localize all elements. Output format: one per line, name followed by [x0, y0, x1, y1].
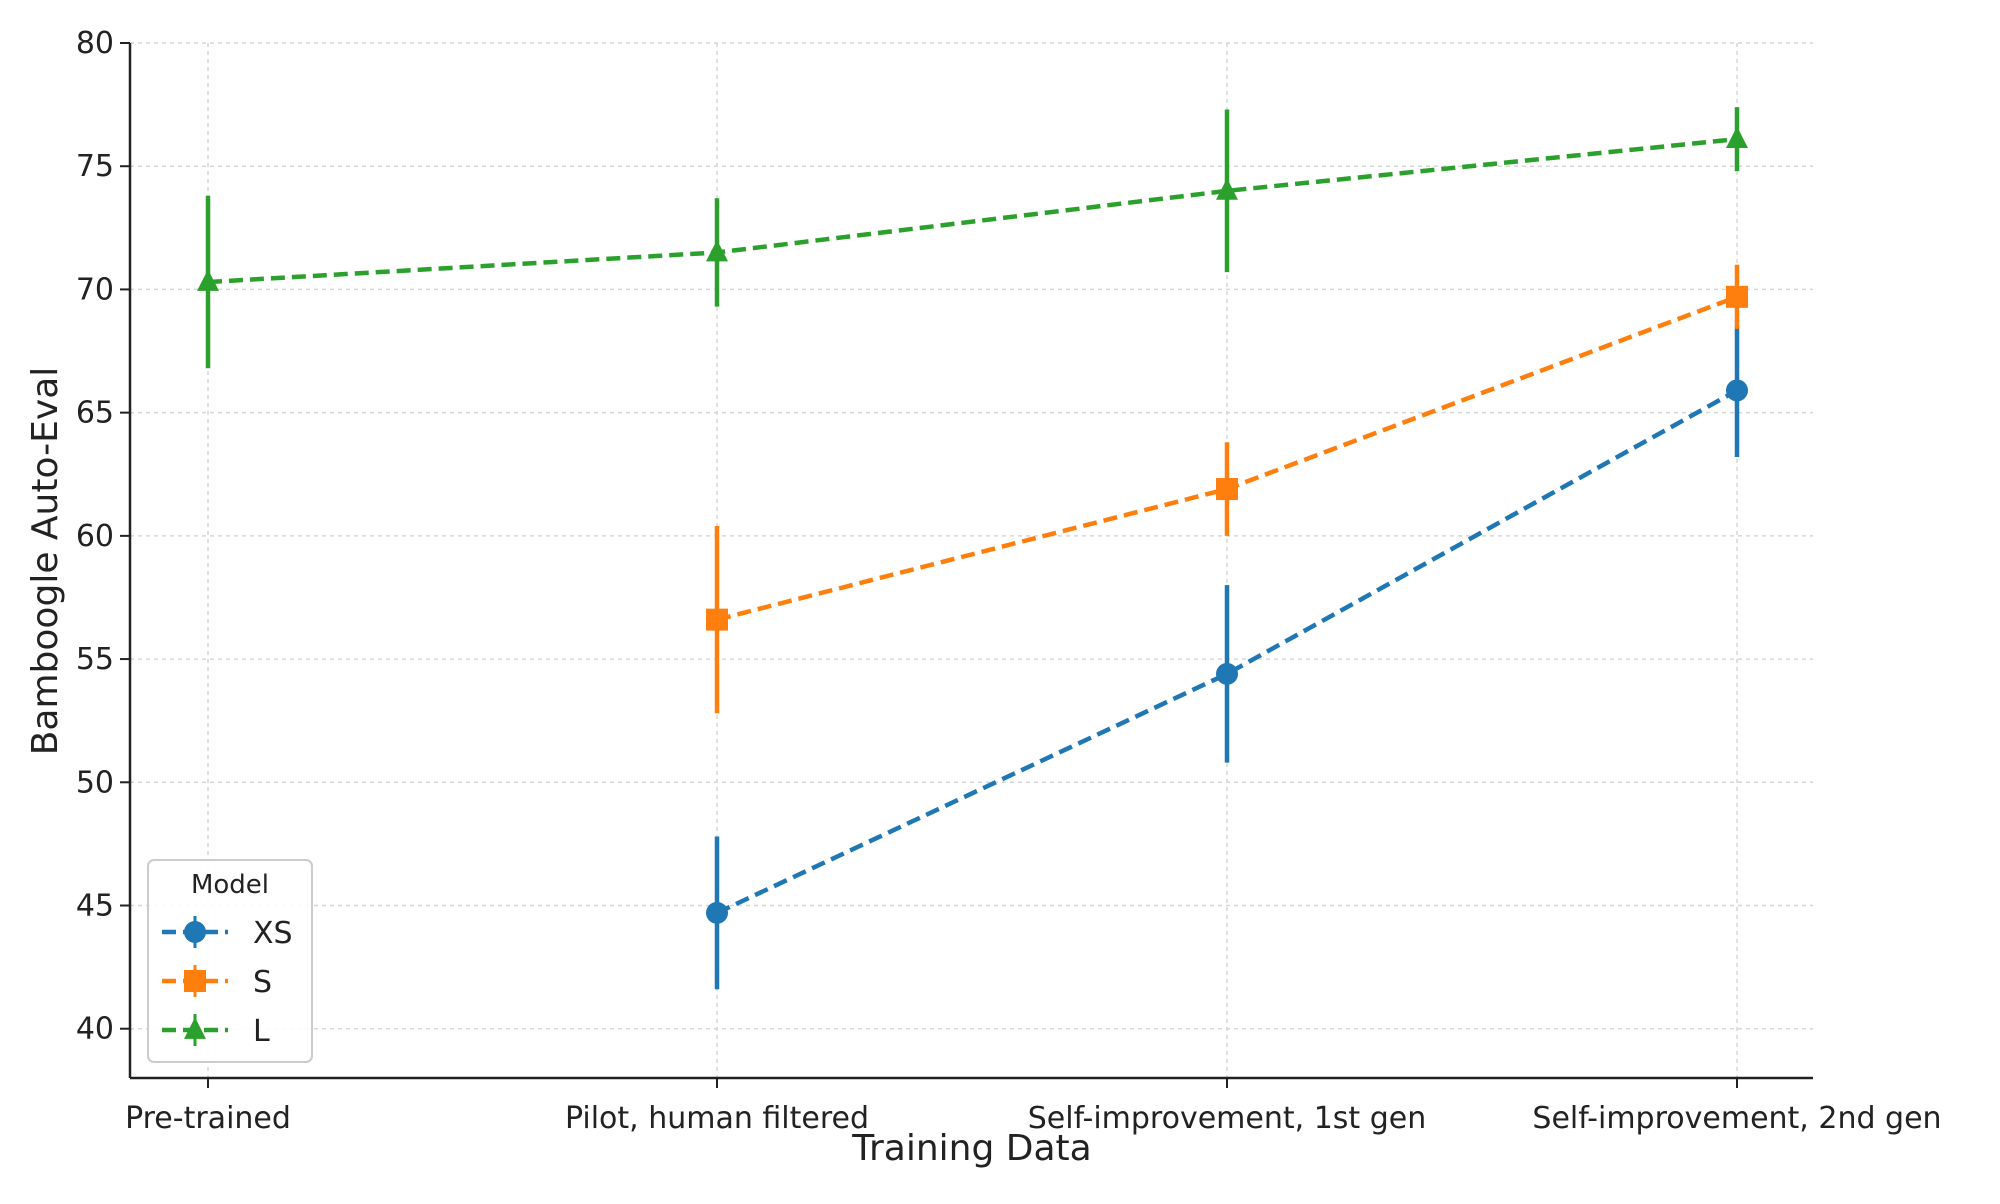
- y-tick-label: 60: [76, 519, 114, 554]
- legend-marker-S: [184, 970, 206, 992]
- data-point-XS: [706, 901, 728, 924]
- data-point-L: [1216, 178, 1238, 200]
- x-tick-label: Self-improvement, 2nd gen: [1532, 1101, 1941, 1136]
- y-tick-label: 65: [76, 396, 114, 431]
- y-tick-label: 55: [76, 642, 114, 677]
- x-tick-label: Pre-trained: [125, 1101, 291, 1136]
- axes: 40 45 50 55 60 65 70 75 80 Pre-trained Pilot, huma…: [76, 26, 1942, 1136]
- legend-frame: [147, 859, 313, 1063]
- legend-label-L: L: [253, 1014, 270, 1049]
- series-layer: [197, 107, 1748, 990]
- data-point-XS: [1216, 662, 1238, 685]
- legend-item-L: L: [162, 1014, 270, 1049]
- data-point-L: [197, 269, 219, 291]
- y-tick-label: 50: [76, 765, 114, 800]
- y-tick-label: 40: [76, 1012, 114, 1047]
- legend-item-S: S: [162, 965, 272, 1000]
- series-line-L: [207, 136, 1738, 285]
- legend: Model XS SL: [147, 859, 313, 1063]
- legend-marker-XS: [184, 921, 206, 943]
- data-point-S: [706, 608, 728, 631]
- y-tick-label: 75: [76, 149, 114, 184]
- legend-label-XS: XS: [253, 916, 293, 951]
- legend-label-S: S: [253, 965, 272, 1000]
- series-S: [706, 264, 1748, 714]
- legend-marker-L: [184, 1017, 206, 1039]
- series-L: [197, 107, 1748, 369]
- data-point-S: [1216, 478, 1238, 501]
- series-line-XS: [716, 388, 1739, 915]
- legend-title: Model: [191, 870, 269, 900]
- y-tick-label: 80: [76, 26, 114, 61]
- x-tick-label: Pilot, human filtered: [565, 1101, 869, 1136]
- data-point-XS: [1726, 379, 1748, 402]
- data-point-S: [1726, 285, 1748, 308]
- x-axis-title: Training Data: [851, 1128, 1091, 1169]
- x-tick-label: Self-improvement, 1st gen: [1028, 1101, 1426, 1136]
- data-point-L: [706, 239, 728, 262]
- legend-item-XS: XS: [162, 916, 293, 951]
- y-tick-label: 70: [76, 272, 114, 307]
- y-tick-label: 45: [76, 889, 114, 924]
- series-XS: [706, 326, 1748, 990]
- data-point-L: [1726, 126, 1748, 148]
- grid: [130, 42, 1813, 1078]
- y-axis-title: Bamboogle Auto-Eval: [25, 367, 66, 756]
